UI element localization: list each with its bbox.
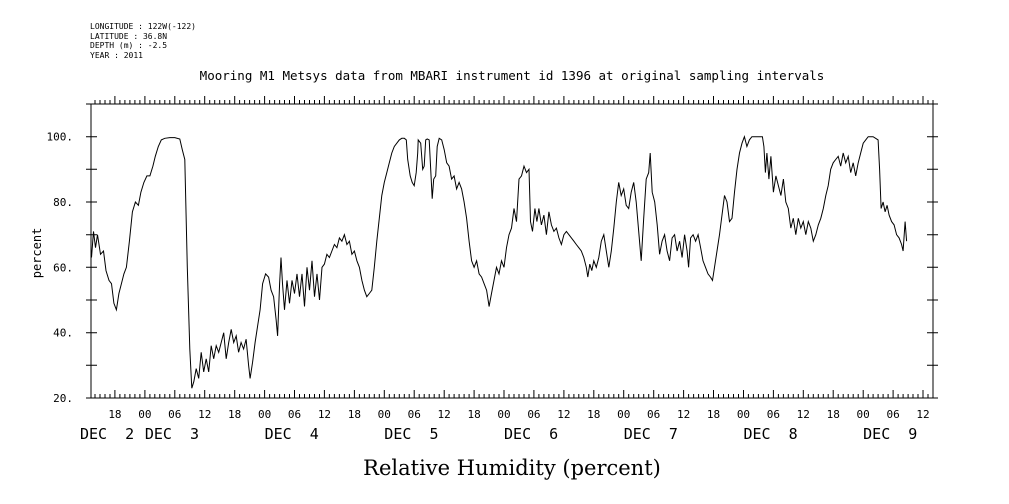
x-tick-label: 06 <box>886 408 899 421</box>
x-tick-labels: 18 00 06 12 18 00 06 12 18 00 06 12 18 00 06 12 18 00 06 12… <box>108 408 929 421</box>
x-tick-label: 06 <box>288 408 301 421</box>
x-tick-label: 00 <box>258 408 271 421</box>
y-tick-label: 60. <box>53 261 73 274</box>
x-tick-label: 18 <box>467 408 480 421</box>
y-axis-label: percent <box>30 228 44 279</box>
x-tick-label: 12 <box>557 408 570 421</box>
x-tick-label: 12 <box>198 408 211 421</box>
x-tick-label: 12 <box>318 408 331 421</box>
day-label: DEC 5 <box>384 425 438 443</box>
x-tick-label: 12 <box>916 408 929 421</box>
day-labels: DEC 2 DEC 3 DEC 4 DEC 5 DEC 6 DEC 7 DEC 8 DEC 9 <box>80 425 917 443</box>
x-tick-label: 12 <box>438 408 451 421</box>
humidity-series-line <box>91 135 908 389</box>
x-axis-title: Relative Humidity (percent) <box>363 456 661 480</box>
day-label: DEC 2 <box>80 425 134 443</box>
tick-marks <box>86 96 938 399</box>
longitude-label: LONGITUDE : 122W(-122) <box>90 22 196 31</box>
y-tick-label: 100. <box>47 131 74 144</box>
x-tick-label: 06 <box>408 408 421 421</box>
x-tick-label: 06 <box>647 408 660 421</box>
x-tick-label: 18 <box>108 408 121 421</box>
x-tick-label: 06 <box>767 408 780 421</box>
x-tick-label: 00 <box>857 408 870 421</box>
day-label: DEC 6 <box>504 425 558 443</box>
y-tick-label: 40. <box>53 327 73 340</box>
x-tick-label: 00 <box>497 408 510 421</box>
day-label: DEC 7 <box>624 425 678 443</box>
day-label: DEC 8 <box>743 425 797 443</box>
day-label: DEC 3 <box>145 425 199 443</box>
x-tick-label: 18 <box>827 408 840 421</box>
y-tick-label: 80. <box>53 196 73 209</box>
x-tick-label: 06 <box>168 408 181 421</box>
x-tick-label: 12 <box>677 408 690 421</box>
metadata-block: LONGITUDE : 122W(-122) LATITUDE : 36.8N … <box>90 22 196 60</box>
y-tick-label: 20. <box>53 392 73 405</box>
depth-label: DEPTH (m) : -2.5 <box>90 41 168 50</box>
year-label: YEAR : 2011 <box>90 50 143 60</box>
x-tick-label: 18 <box>228 408 241 421</box>
x-tick-label: 18 <box>587 408 600 421</box>
x-tick-label: 06 <box>527 408 540 421</box>
x-tick-label: 00 <box>378 408 391 421</box>
chart-title: Mooring M1 Metsys data from MBARI instru… <box>200 68 825 83</box>
plot-frame <box>90 103 934 399</box>
x-tick-label: 18 <box>348 408 361 421</box>
x-tick-label: 00 <box>617 408 630 421</box>
day-label: DEC 9 <box>863 425 917 443</box>
x-tick-label: 18 <box>707 408 720 421</box>
y-tick-labels: 20. 40. 60. 80. 100. <box>47 131 74 405</box>
latitude-label: LATITUDE : 36.8N <box>90 31 168 41</box>
x-tick-label: 00 <box>737 408 750 421</box>
day-label: DEC 4 <box>265 425 319 443</box>
x-tick-label: 12 <box>797 408 810 421</box>
x-tick-label: 00 <box>138 408 151 421</box>
axis-ticks <box>86 96 938 399</box>
